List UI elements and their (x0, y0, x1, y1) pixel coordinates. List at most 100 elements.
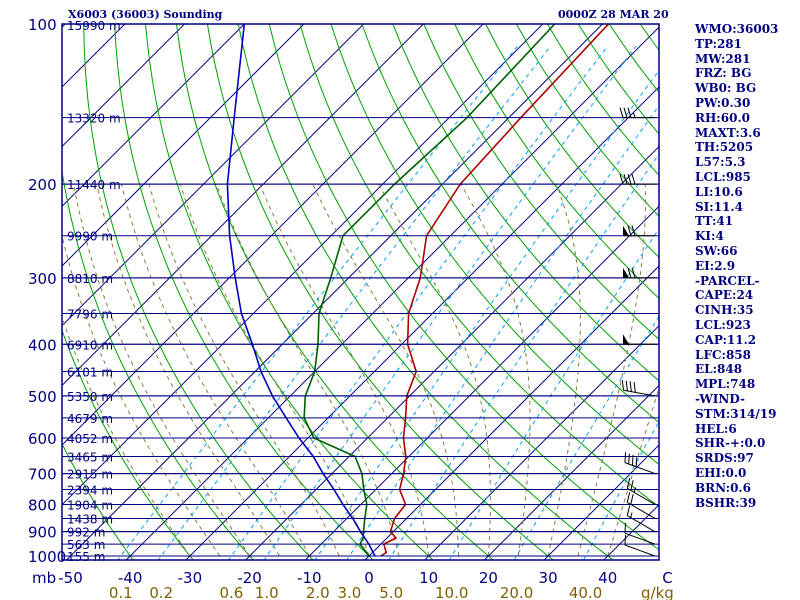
wind-barb-flag (624, 452, 627, 463)
plot-border (61, 23, 660, 561)
stat-line: TT:41 (695, 214, 734, 229)
wind-barb (624, 534, 656, 557)
mixing-ratio-label: 0.1 (109, 584, 133, 600)
isotherm-line (62, 24, 484, 446)
temperature-tick-label: C (662, 569, 672, 587)
wind-barb-flag (631, 267, 636, 278)
height-label: 992 m (67, 526, 105, 540)
mixing-ratio-label: 20.0 (500, 584, 533, 600)
dry-adiabat-line (83, 24, 314, 560)
wind-barb-staff (624, 462, 656, 475)
height-label: 4679 m (67, 412, 113, 426)
mixing-ratio-unit-label: g/kg (641, 584, 674, 600)
stat-line: LFC:858 (695, 347, 751, 362)
mixing-ratio-line (582, 420, 659, 560)
dry-adiabat-line (299, 24, 659, 508)
height-label: 5350 m (67, 390, 113, 404)
pressure-tick-label: 1000 (28, 548, 66, 566)
stat-line: CAPE:24 (695, 288, 754, 303)
stat-line: BSHR:39 (695, 495, 757, 510)
mixing-ratio-line (513, 315, 659, 560)
isotherm-line (0, 0, 30, 578)
temperature-tick-label: -50 (58, 569, 83, 587)
dry-adiabat-line (62, 168, 254, 560)
isotherm-line (304, 205, 659, 560)
stat-line: WB0: BG (695, 81, 757, 96)
height-label: 6910 m (67, 338, 113, 352)
temperature-tick-label: -10 (297, 569, 322, 587)
mixing-ratio-line (388, 153, 659, 560)
pressure-tick-label: 200 (28, 176, 57, 194)
wind-barb-staff (627, 515, 656, 533)
wind-barb-flag (627, 267, 632, 278)
wind-barb-pennant (623, 334, 629, 345)
moist-adiabat-line (577, 184, 646, 557)
temperature-tick-label: -20 (237, 569, 262, 587)
wind-barb-halfflag (633, 487, 636, 493)
temperature-line (380, 24, 610, 557)
wind-barb-flag (623, 107, 628, 118)
isotherm-line (543, 444, 659, 560)
height-label: 1904 m (67, 498, 113, 512)
temperature-tick-label: 10 (419, 569, 438, 587)
isotherm-line (125, 26, 659, 560)
wind-barb-flag (635, 456, 638, 467)
isotherm-line (244, 145, 659, 560)
stat-line: SRDS:97 (695, 451, 754, 466)
dry-adiabat-line (330, 24, 659, 466)
wind-barb (623, 267, 655, 279)
wind-barb-flag (628, 453, 630, 465)
wind-barb-pennant (623, 225, 629, 236)
wind-barb-flag (624, 534, 627, 546)
stat-line: CAP:11.2 (695, 332, 757, 347)
stat-line: EI:2.9 (695, 258, 736, 273)
stat-line: FRZ: BG (695, 66, 752, 81)
wind-barb-flag (627, 174, 632, 185)
wind-barb-flag (625, 380, 628, 392)
height-label: 2394 m (67, 484, 113, 498)
pressure-tick-label: 700 (28, 466, 57, 484)
wind-barb-flag (621, 379, 624, 391)
pressure-tick-label: 600 (28, 430, 57, 448)
mixing-ratio-line (314, 69, 659, 560)
wind-barb-flag (630, 480, 634, 491)
stats-panel: WMO:36003 TP:281 MW:281 FRZ: BG WB0: BG PW:0.… (695, 22, 800, 510)
pressure-tick-label: 500 (28, 388, 57, 406)
height-label: 155 m (67, 550, 105, 564)
wind-barb-staff (624, 544, 656, 557)
dry-adiabat-line (237, 24, 614, 560)
stat-line: TP:281 (695, 36, 743, 51)
mixing-ratio-line (227, 45, 609, 560)
pressure-unit-label: mb (32, 569, 56, 587)
moist-adiabat-line (216, 183, 400, 557)
pressure-tick-label: 900 (28, 524, 57, 542)
plot-frame (61, 23, 660, 561)
height-label: 3465 m (67, 450, 113, 464)
stat-line: SHR-+:0.0 (695, 436, 766, 451)
stat-line: EL:848 (695, 362, 743, 377)
mixing-ratio-label: 1.0 (255, 584, 279, 600)
dry-adiabat-line (176, 24, 494, 560)
dry-adiabat-line (454, 24, 659, 299)
pressure-tick-label: 300 (28, 270, 57, 288)
wind-barb-flag (626, 478, 631, 489)
dry-adiabat-line (361, 24, 659, 424)
wind-barb-halfflag (633, 112, 636, 118)
dry-adiabat-line (62, 442, 134, 560)
height-label: 8810 m (67, 272, 113, 286)
height-label: 563 m (67, 538, 105, 552)
wind-barb-flag (629, 381, 632, 392)
wind-barb-flag (627, 107, 632, 118)
stat-line: LI:10.6 (695, 184, 743, 199)
wind-barb-staff (624, 532, 656, 545)
wind-barb-staff (627, 502, 656, 519)
moist-adiabat-line (460, 183, 531, 557)
stat-line: TH:5205 (695, 140, 754, 155)
wind-barb-flag (631, 454, 634, 466)
stat-line: RH:60.0 (695, 110, 750, 125)
pressure-tick-label: 400 (28, 336, 57, 354)
moist-adiabat-line (179, 183, 370, 557)
parcel-line (226, 24, 376, 557)
stat-line: WMO:36003 (695, 22, 779, 36)
